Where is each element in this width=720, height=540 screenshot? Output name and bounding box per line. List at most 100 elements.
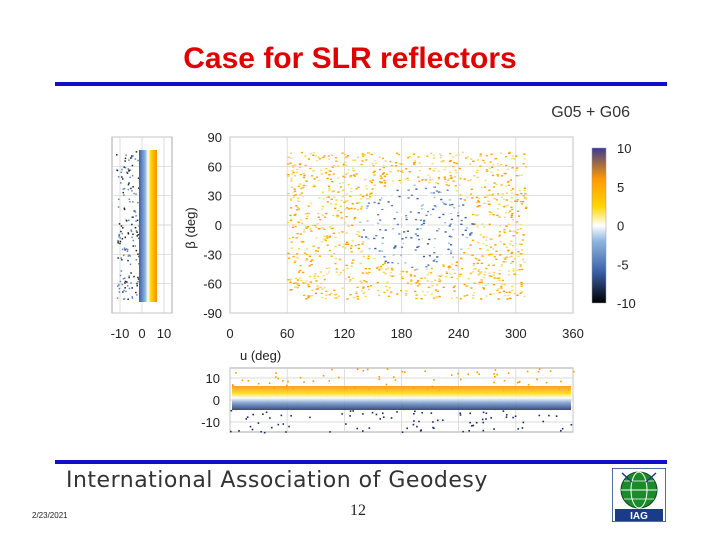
scatter-point (517, 215, 521, 217)
scatter-point (425, 214, 428, 217)
bottom-scatter-point (467, 373, 470, 376)
scatter-point (341, 231, 344, 233)
bottom-scatter-point (485, 418, 487, 420)
scatter-point (418, 201, 421, 203)
scatter-point (516, 294, 519, 296)
scatter-point (379, 199, 382, 201)
scatter-point (439, 279, 442, 282)
scatter-point (510, 255, 513, 258)
scatter-point (359, 221, 362, 223)
scatter-point (497, 287, 500, 290)
scatter-point (469, 163, 472, 165)
scatter-point (491, 194, 494, 196)
scatter-point (403, 231, 406, 233)
scatter-point (496, 214, 499, 217)
scatter-point (419, 227, 422, 230)
scatter-point (497, 208, 500, 210)
scatter-point (512, 270, 515, 272)
scatter-point (519, 292, 522, 294)
scatter-point (399, 273, 402, 275)
scatter-point (496, 175, 500, 177)
scatter-point (499, 254, 502, 256)
scatter-point (292, 196, 295, 199)
scatter-point (442, 201, 445, 204)
scatter-point (511, 188, 515, 190)
scatter-point (357, 244, 360, 246)
scatter-point (495, 250, 498, 252)
scatter-point (517, 255, 520, 258)
bottom-scatter-point (401, 431, 404, 433)
scatter-point (349, 195, 352, 197)
scatter-point (480, 186, 484, 189)
scatter-point (313, 185, 316, 188)
scatter-point (373, 257, 376, 260)
bottom-scatter-point (420, 429, 423, 431)
scatter-point (442, 264, 445, 266)
scatter-point (360, 206, 363, 209)
scatter-point (377, 202, 380, 205)
scatter-point (509, 230, 512, 232)
scatter-point (300, 151, 304, 154)
scatter-point (427, 272, 430, 274)
scatter-point (292, 171, 295, 174)
scatter-point (402, 199, 405, 202)
scatter-point (416, 197, 419, 200)
scatter-point (302, 186, 305, 189)
scatter-point (381, 196, 384, 199)
scatter-point (381, 247, 384, 250)
scatter-point (472, 264, 475, 267)
scatter-point (371, 179, 375, 181)
left-scatter-point (117, 206, 120, 208)
scatter-point (384, 182, 387, 184)
left-scatter-point (118, 287, 121, 290)
scatter-point (366, 220, 369, 222)
bottom-scatter-point (396, 411, 398, 413)
scatter-point (411, 225, 414, 227)
scatter-point (477, 200, 480, 202)
scatter-point (500, 265, 503, 268)
scatter-point (417, 238, 421, 241)
scatter-point (489, 213, 492, 216)
scatter-point (362, 292, 365, 295)
left-scatter-point (118, 235, 120, 238)
scatter-point (366, 193, 369, 195)
scatter-point (523, 189, 526, 192)
scatter-point (363, 291, 366, 293)
scatter-point (397, 153, 400, 156)
scatter-point (449, 214, 452, 216)
scatter-point (316, 285, 319, 287)
bottom-scatter-point (542, 420, 545, 423)
scatter-point (495, 258, 498, 261)
left-scatter-point (131, 216, 133, 219)
scatter-point (287, 173, 290, 176)
scatter-point (451, 224, 454, 227)
scatter-point (447, 184, 450, 187)
left-scatter-point (137, 276, 139, 279)
scatter-point (360, 163, 363, 166)
scatter-point (424, 201, 427, 204)
scatter-point (401, 185, 404, 187)
scatter-point (401, 277, 404, 280)
scatter-point (460, 258, 463, 261)
scatter-point (473, 223, 477, 225)
bottom-scatter-point (450, 374, 453, 376)
left-scatter-point (136, 235, 138, 237)
bottom-scatter-point (406, 427, 409, 430)
scatter-point (390, 240, 393, 242)
scatter-point (479, 234, 482, 236)
scatter-point (512, 230, 515, 232)
scatter-point (415, 195, 418, 197)
scatter-point (523, 158, 526, 160)
scatter-point (320, 240, 324, 243)
left-scatter-point (131, 236, 133, 239)
bottom-scatter-point (230, 430, 232, 433)
scatter-point (520, 243, 523, 246)
left-x-tick-label: 10 (157, 326, 171, 341)
scatter-point (459, 177, 462, 180)
scatter-point (414, 290, 417, 293)
left-scatter-point (132, 185, 134, 188)
scatter-point (317, 216, 320, 218)
scatter-point (364, 267, 368, 270)
left-scatter-point (137, 177, 140, 179)
scatter-point (288, 237, 291, 240)
